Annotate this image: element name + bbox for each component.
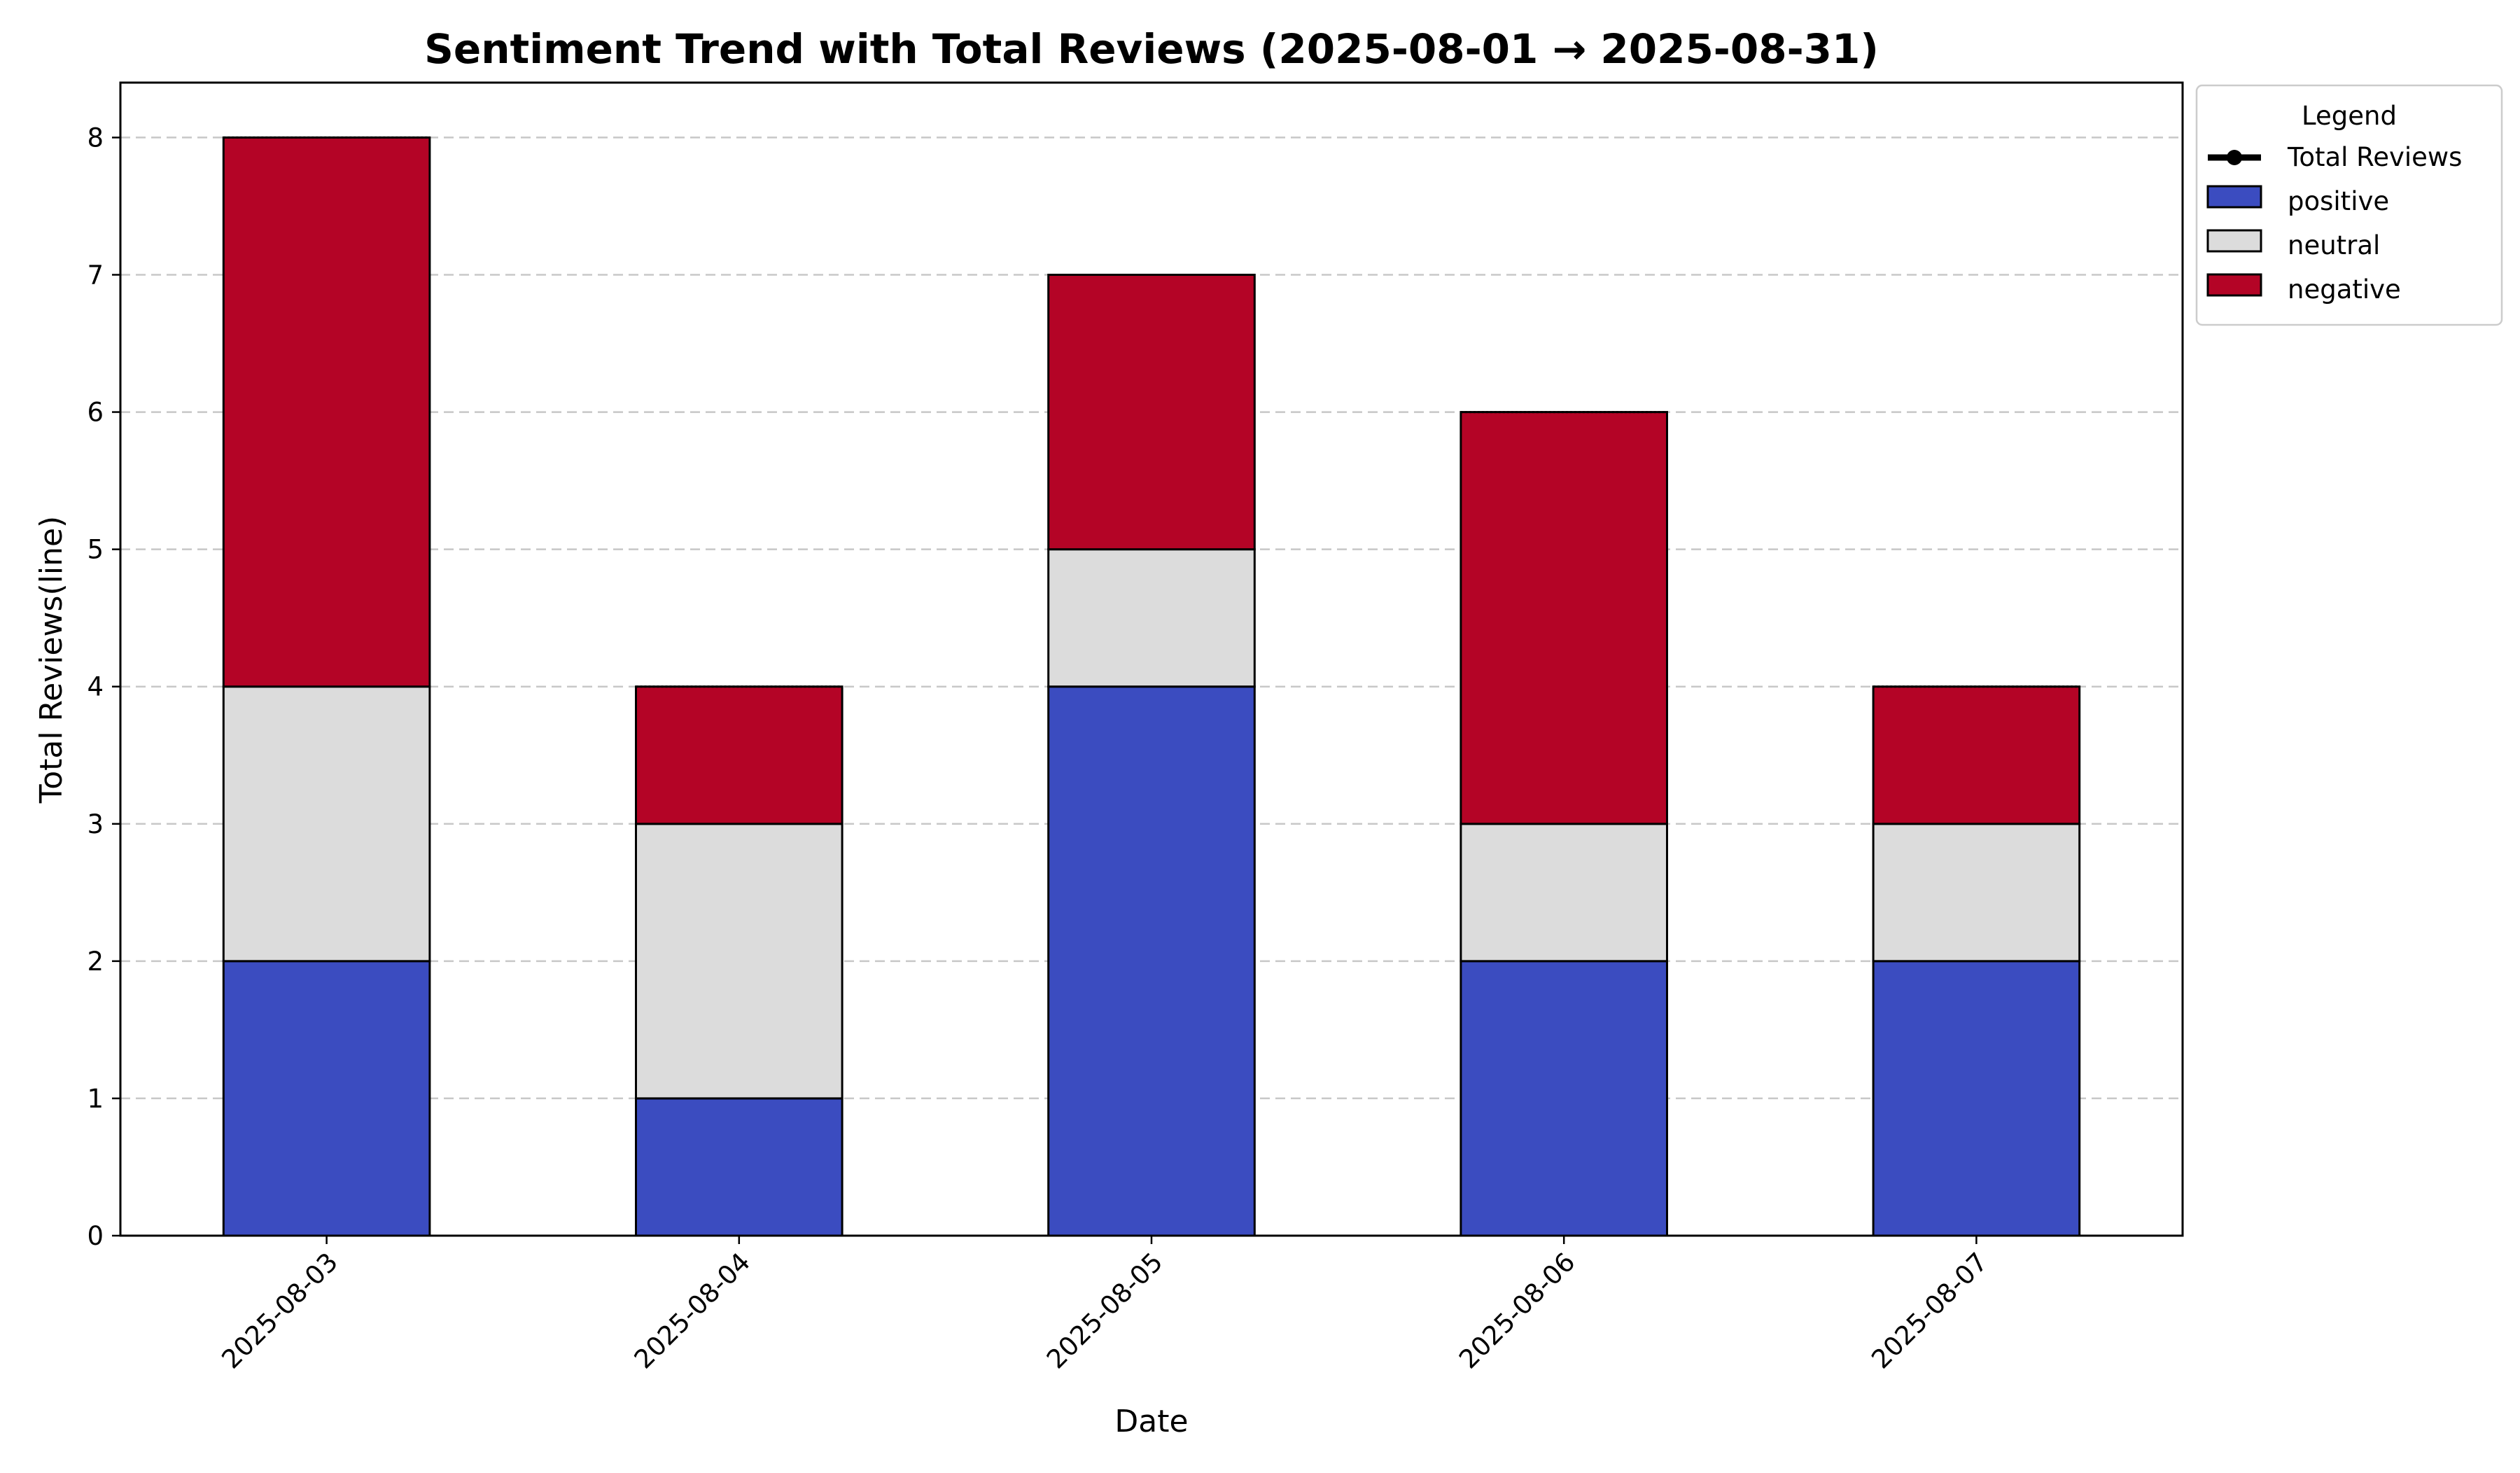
bar-negative xyxy=(222,136,431,688)
x-tick-label: 2025-08-07 xyxy=(1865,1247,1993,1374)
legend-line-marker xyxy=(2227,150,2242,165)
legend-box xyxy=(2195,84,2503,326)
bar-positive xyxy=(222,960,431,1237)
x-axis-label: Date xyxy=(1114,1404,1188,1439)
legend-label: Total Reviews xyxy=(2287,142,2462,172)
bar-negative xyxy=(1047,274,1256,551)
bar-neutral xyxy=(1460,823,1668,963)
bar-positive xyxy=(635,1097,844,1237)
x-tick-label: 2025-08-06 xyxy=(1453,1247,1581,1374)
y-tick-label: 1 xyxy=(87,1084,104,1114)
legend-label: neutral xyxy=(2288,230,2380,260)
y-axis-label: Total Reviews(line) xyxy=(34,516,69,804)
legend-swatch-positive xyxy=(2206,185,2262,209)
grid-layer xyxy=(120,137,2183,1237)
bar-neutral xyxy=(635,823,844,1100)
y-tick-label: 4 xyxy=(87,672,104,702)
legend-swatch-negative xyxy=(2206,273,2262,297)
x-tick-label: 2025-08-05 xyxy=(1041,1247,1168,1374)
bar-positive xyxy=(1872,960,2081,1237)
bar-negative xyxy=(1460,411,1668,825)
bars-layer xyxy=(222,136,2081,1237)
bar-positive xyxy=(1047,685,1256,1237)
y-tick-label: 0 xyxy=(87,1221,104,1251)
y-tick-label: 8 xyxy=(87,123,104,153)
y-tick-label: 6 xyxy=(87,398,104,428)
bar-positive xyxy=(1460,960,1668,1237)
legend-swatch-neutral xyxy=(2206,229,2262,253)
legend-label: positive xyxy=(2288,186,2389,216)
legend: Legend Total Reviews positive neutral negati… xyxy=(2195,84,2503,326)
x-tick-label: 2025-08-03 xyxy=(216,1247,344,1374)
bar-negative xyxy=(635,685,844,825)
bar-neutral xyxy=(1047,548,1256,688)
chart-title: Sentiment Trend with Total Reviews (2025… xyxy=(424,25,1879,73)
legend-label: negative xyxy=(2288,274,2401,305)
bar-neutral xyxy=(222,685,431,963)
y-tick-label: 7 xyxy=(87,260,104,291)
y-tick-label: 2 xyxy=(87,947,104,977)
bar-neutral xyxy=(1872,823,2081,963)
x-tick-label: 2025-08-04 xyxy=(629,1247,756,1374)
legend-title: Legend xyxy=(2302,101,2397,131)
bar-negative xyxy=(1872,685,2081,825)
y-tick-label: 5 xyxy=(87,535,104,565)
y-tick-label: 3 xyxy=(87,809,104,839)
